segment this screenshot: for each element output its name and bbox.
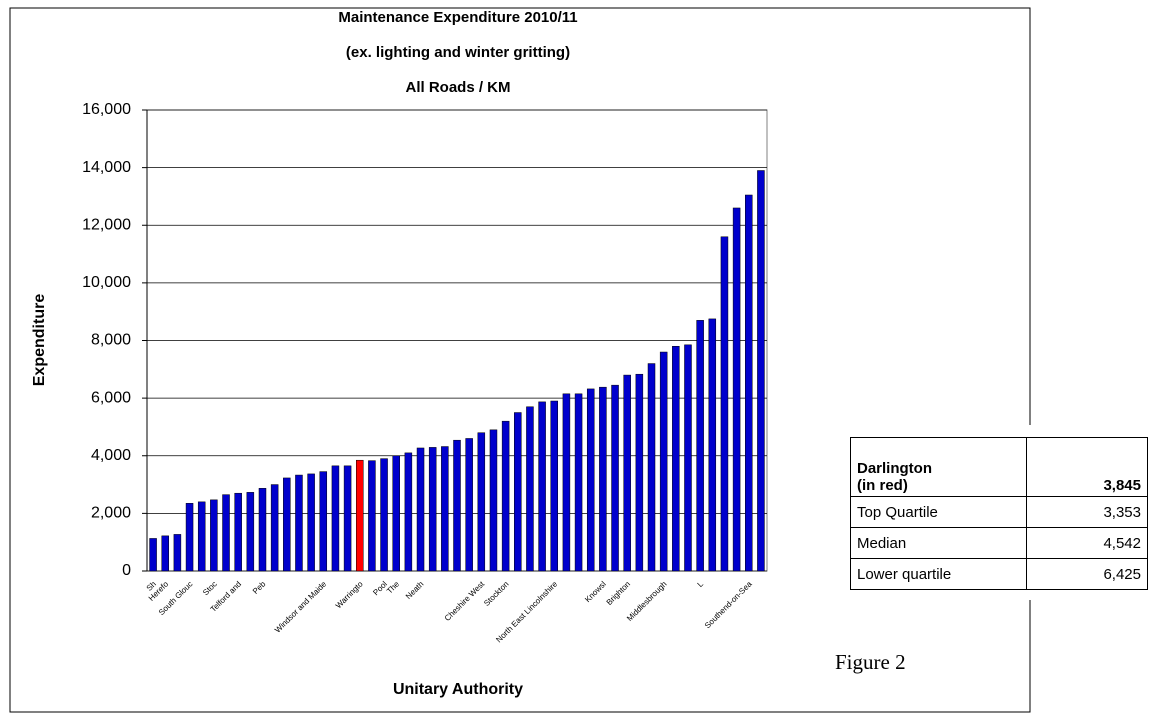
bar xyxy=(428,447,437,572)
bar xyxy=(307,473,315,572)
bar xyxy=(514,412,522,572)
table-row: Lower quartile 6,425 xyxy=(850,558,1148,590)
table-row: Darlington (in red) 3,845 xyxy=(850,437,1148,497)
bar xyxy=(185,503,194,572)
bar xyxy=(392,455,400,572)
x-tick-label: Warringto xyxy=(334,579,365,610)
table-row: Median 4,542 xyxy=(850,527,1148,559)
bar xyxy=(343,465,352,572)
table-value: 3,845 xyxy=(1026,437,1148,497)
bar xyxy=(453,439,461,572)
bar xyxy=(708,318,717,572)
chart-subtitle: (ex. lighting and winter gritting) xyxy=(346,44,570,61)
y-tick-label: 4,000 xyxy=(91,447,131,464)
bar xyxy=(270,484,279,572)
bar xyxy=(404,452,413,572)
y-tick-label: 0 xyxy=(122,562,131,579)
bar xyxy=(562,393,571,572)
bar xyxy=(258,488,267,572)
x-tick-label: Windsor and Maide xyxy=(273,579,328,634)
chart-frame xyxy=(9,7,1031,713)
x-tick-label: Southend-on-Sea xyxy=(703,579,754,630)
x-axis-title: Unitary Authority xyxy=(393,681,523,698)
x-tick-label: L xyxy=(696,579,706,589)
bar xyxy=(197,501,206,572)
table-value: 6,425 xyxy=(1026,558,1148,590)
table-label: Darlington (in red) xyxy=(850,437,1027,497)
x-tick-label: Neath xyxy=(404,580,425,601)
bar xyxy=(368,460,376,572)
bar xyxy=(161,535,169,572)
x-tick-label: Cheshire West xyxy=(443,579,487,623)
bar xyxy=(149,538,157,572)
y-tick-label: 8,000 xyxy=(91,332,131,349)
bar xyxy=(210,499,218,572)
bar xyxy=(465,438,473,572)
bar xyxy=(611,384,619,572)
bar xyxy=(623,374,631,572)
y-tick-label: 10,000 xyxy=(82,274,131,291)
bar xyxy=(696,320,704,572)
table-label: Top Quartile xyxy=(850,496,1027,528)
bar xyxy=(684,344,692,572)
bar xyxy=(635,373,644,572)
summary-table: Darlington (in red) 3,845 Top Quartile 3,35… xyxy=(850,437,1148,590)
bar xyxy=(745,194,753,572)
bar xyxy=(234,492,242,572)
figure-caption: Figure 2 xyxy=(835,650,906,674)
chart-subtitle: All Roads / KM xyxy=(405,79,510,96)
bar xyxy=(586,388,595,572)
bar xyxy=(222,494,230,572)
bar xyxy=(331,465,340,572)
bar xyxy=(720,236,729,572)
bar xyxy=(659,351,668,572)
bar xyxy=(441,446,449,572)
bar xyxy=(574,393,583,572)
bar xyxy=(173,534,182,572)
bar xyxy=(732,207,741,572)
bar xyxy=(550,400,559,572)
table-label: Median xyxy=(850,527,1027,559)
bar xyxy=(538,401,546,572)
x-tick-label: The xyxy=(385,579,402,596)
bar xyxy=(380,458,388,572)
bar xyxy=(319,471,328,572)
bar xyxy=(757,170,765,572)
y-tick-label: 6,000 xyxy=(91,389,131,406)
bar xyxy=(599,386,607,572)
bar xyxy=(489,429,498,572)
x-tick-label: Stoc xyxy=(201,580,219,598)
bar xyxy=(416,447,425,572)
y-tick-label: 16,000 xyxy=(82,101,131,118)
bar xyxy=(501,420,510,572)
bar xyxy=(526,406,534,572)
y-axis-title: Expenditure xyxy=(31,294,48,387)
y-tick-label: 12,000 xyxy=(82,216,131,233)
bar xyxy=(283,477,291,572)
y-tick-label: 14,000 xyxy=(82,159,131,176)
x-tick-label: Stockton xyxy=(482,580,510,608)
bar xyxy=(295,474,303,572)
table-label: Lower quartile xyxy=(850,558,1027,590)
bar xyxy=(647,363,656,572)
x-tick-label: Peb xyxy=(251,579,268,596)
y-tick-label: 2,000 xyxy=(91,505,131,522)
bar xyxy=(672,346,680,572)
table-value: 3,353 xyxy=(1026,496,1148,528)
bar xyxy=(246,492,255,572)
chart-title: Maintenance Expenditure 2010/11 xyxy=(338,9,577,26)
table-row: Top Quartile 3,353 xyxy=(850,496,1148,528)
x-tick-label: Brighton xyxy=(605,580,632,607)
bar xyxy=(477,432,486,572)
table-value: 4,542 xyxy=(1026,527,1148,559)
bar xyxy=(355,459,364,572)
